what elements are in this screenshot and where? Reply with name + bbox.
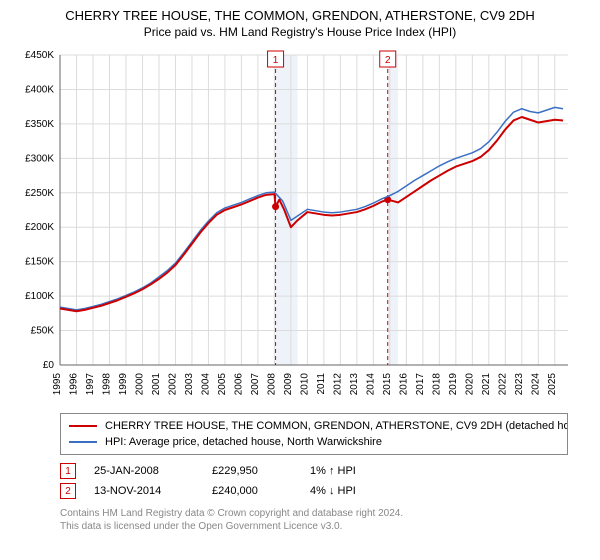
chart-subtitle: Price paid vs. HM Land Registry's House …: [12, 25, 588, 39]
sale-row: 2 13-NOV-2014 £240,000 4% ↓ HPI: [60, 481, 568, 501]
svg-text:2022: 2022: [497, 373, 508, 396]
legend: CHERRY TREE HOUSE, THE COMMON, GRENDON, …: [60, 413, 568, 455]
svg-text:2015: 2015: [382, 373, 393, 396]
legend-label: CHERRY TREE HOUSE, THE COMMON, GRENDON, …: [105, 420, 568, 432]
svg-text:£300K: £300K: [25, 153, 54, 164]
svg-text:2014: 2014: [365, 373, 376, 396]
svg-text:£250K: £250K: [25, 188, 54, 199]
svg-text:£450K: £450K: [25, 50, 54, 61]
svg-text:2019: 2019: [448, 373, 459, 396]
svg-text:1: 1: [273, 55, 279, 66]
chart-plot-area: £0 £50K £100K £150K £200K £250K £300K £350K £400…: [12, 45, 588, 405]
legend-item: CHERRY TREE HOUSE, THE COMMON, GRENDON, …: [69, 418, 559, 434]
svg-text:2020: 2020: [464, 373, 475, 396]
svg-text:1997: 1997: [85, 373, 96, 396]
svg-text:2007: 2007: [250, 373, 261, 396]
footer-line: Contains HM Land Registry data © Crown c…: [60, 507, 568, 520]
sale-date: 13-NOV-2014: [94, 485, 194, 497]
svg-text:2017: 2017: [415, 373, 426, 396]
svg-text:2011: 2011: [316, 373, 327, 395]
svg-text:2016: 2016: [398, 373, 409, 396]
sale-row: 1 25-JAN-2008 £229,950 1% ↑ HPI: [60, 461, 568, 481]
svg-text:2012: 2012: [332, 373, 343, 396]
chart-container: CHERRY TREE HOUSE, THE COMMON, GRENDON, …: [0, 0, 600, 541]
chart-title: CHERRY TREE HOUSE, THE COMMON, GRENDON, …: [12, 8, 588, 23]
svg-text:1999: 1999: [118, 373, 129, 396]
svg-text:2009: 2009: [283, 373, 294, 396]
footer-line: This data is licensed under the Open Gov…: [60, 520, 568, 533]
svg-text:2024: 2024: [530, 373, 541, 396]
svg-text:2001: 2001: [151, 373, 162, 396]
svg-text:£350K: £350K: [25, 119, 54, 130]
svg-text:2021: 2021: [481, 373, 492, 396]
sales-table: 1 25-JAN-2008 £229,950 1% ↑ HPI 2 13-NOV…: [60, 461, 568, 501]
sale-date: 25-JAN-2008: [94, 465, 194, 477]
svg-text:2013: 2013: [349, 373, 360, 396]
title-block: CHERRY TREE HOUSE, THE COMMON, GRENDON, …: [12, 8, 588, 39]
svg-text:£200K: £200K: [25, 222, 54, 233]
svg-text:£0: £0: [43, 360, 55, 371]
svg-text:2010: 2010: [299, 373, 310, 396]
svg-text:£150K: £150K: [25, 257, 54, 268]
svg-text:2003: 2003: [184, 373, 195, 396]
svg-text:2005: 2005: [217, 373, 228, 396]
sale-delta: 1% ↑ HPI: [310, 465, 390, 477]
svg-text:£50K: £50K: [31, 326, 55, 337]
svg-text:2006: 2006: [233, 373, 244, 396]
svg-text:£100K: £100K: [25, 291, 54, 302]
svg-text:2025: 2025: [547, 373, 558, 396]
svg-text:2000: 2000: [134, 373, 145, 396]
svg-text:1998: 1998: [101, 373, 112, 396]
svg-text:2004: 2004: [200, 373, 211, 396]
svg-text:£400K: £400K: [25, 84, 54, 95]
sale-price: £240,000: [212, 485, 292, 497]
svg-text:2023: 2023: [514, 373, 525, 396]
sale-price: £229,950: [212, 465, 292, 477]
svg-text:1996: 1996: [68, 373, 79, 396]
svg-text:2008: 2008: [266, 373, 277, 396]
sale-delta: 4% ↓ HPI: [310, 485, 390, 497]
footer-attribution: Contains HM Land Registry data © Crown c…: [60, 507, 568, 533]
legend-swatch: [69, 425, 97, 427]
legend-label: HPI: Average price, detached house, Nort…: [105, 436, 382, 448]
svg-text:2002: 2002: [167, 373, 178, 396]
line-chart-svg: £0 £50K £100K £150K £200K £250K £300K £350K £400…: [12, 45, 588, 405]
legend-swatch: [69, 441, 97, 443]
legend-item: HPI: Average price, detached house, Nort…: [69, 434, 559, 450]
svg-text:1995: 1995: [52, 373, 63, 396]
svg-text:2018: 2018: [431, 373, 442, 396]
sale-marker-icon: 1: [60, 463, 76, 479]
sale-marker-icon: 2: [60, 483, 76, 499]
svg-text:2: 2: [385, 55, 391, 66]
